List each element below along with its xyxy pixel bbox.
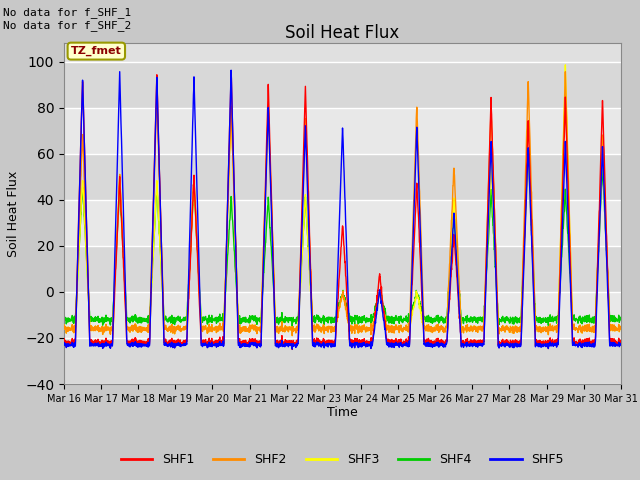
- X-axis label: Time: Time: [327, 407, 358, 420]
- Legend: SHF1, SHF2, SHF3, SHF4, SHF5: SHF1, SHF2, SHF3, SHF4, SHF5: [116, 448, 569, 471]
- SHF5: [584, 339, 591, 345]
- SHF3: [504, 324, 512, 330]
- Bar: [64, 338, 621, 384]
- SHF1: [568, 319, 576, 325]
- SHF4: [359, 314, 367, 320]
- SHF2: [584, 322, 591, 328]
- SHF1: [216, 339, 223, 345]
- SHF1: [584, 336, 591, 341]
- SHF1: [289, 347, 296, 352]
- SHF4: [524, 145, 532, 151]
- Text: No data for f_SHF_2: No data for f_SHF_2: [3, 20, 131, 31]
- SHF1: [617, 340, 625, 346]
- Bar: [64, 246, 621, 292]
- SHF4: [584, 312, 591, 318]
- SHF4: [60, 317, 68, 323]
- Bar: [64, 61, 621, 108]
- SHF2: [504, 324, 512, 330]
- SHF1: [505, 341, 513, 347]
- SHF2: [617, 326, 625, 332]
- Bar: [64, 108, 621, 154]
- SHF2: [216, 325, 223, 331]
- SHF1: [359, 338, 367, 344]
- SHF3: [561, 62, 569, 68]
- Text: No data for f_SHF_1: No data for f_SHF_1: [3, 7, 131, 18]
- SHF4: [617, 317, 625, 323]
- SHF5: [60, 342, 68, 348]
- SHF4: [289, 324, 296, 329]
- SHF3: [216, 325, 223, 331]
- Line: SHF2: SHF2: [64, 72, 621, 336]
- SHF4: [504, 315, 512, 321]
- SHF3: [568, 304, 576, 310]
- SHF4: [216, 316, 223, 322]
- Text: TZ_fmet: TZ_fmet: [71, 46, 122, 56]
- SHF1: [60, 340, 68, 346]
- SHF5: [359, 341, 367, 347]
- Bar: [64, 200, 621, 246]
- SHF1: [227, 69, 235, 75]
- Line: SHF5: SHF5: [64, 70, 621, 349]
- SHF2: [289, 333, 296, 338]
- SHF5: [505, 343, 513, 348]
- SHF3: [617, 326, 625, 332]
- SHF3: [60, 326, 68, 332]
- SHF1: [371, 313, 379, 319]
- Bar: [64, 292, 621, 338]
- SHF5: [568, 325, 576, 331]
- SHF4: [371, 307, 379, 313]
- SHF3: [584, 322, 591, 328]
- SHF2: [359, 323, 367, 329]
- SHF5: [289, 346, 296, 352]
- SHF2: [371, 313, 379, 319]
- Y-axis label: Soil Heat Flux: Soil Heat Flux: [6, 170, 20, 257]
- SHF5: [617, 342, 625, 348]
- Line: SHF4: SHF4: [64, 148, 621, 326]
- SHF2: [60, 326, 68, 332]
- SHF3: [359, 323, 367, 329]
- SHF4: [568, 304, 576, 310]
- SHF5: [371, 321, 379, 327]
- SHF3: [371, 313, 379, 319]
- Bar: [64, 154, 621, 200]
- Line: SHF1: SHF1: [64, 72, 621, 349]
- SHF5: [216, 342, 223, 348]
- SHF2: [561, 69, 569, 75]
- SHF2: [568, 305, 576, 311]
- Line: SHF3: SHF3: [64, 65, 621, 336]
- Title: Soil Heat Flux: Soil Heat Flux: [285, 24, 399, 42]
- SHF5: [227, 67, 235, 73]
- SHF3: [289, 333, 296, 338]
